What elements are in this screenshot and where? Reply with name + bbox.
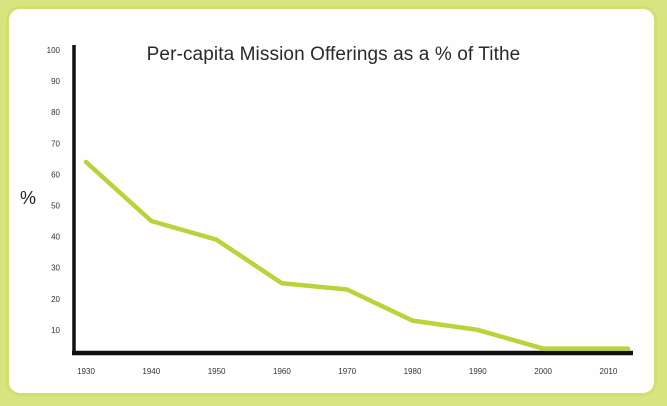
series-line [83,159,631,351]
y-tick-label: 80 [51,108,60,117]
x-tick-label: 2010 [600,367,618,376]
x-tick-label: 1990 [469,367,487,376]
x-tick-label: 1950 [208,367,226,376]
x-tick-label: 1940 [142,367,160,376]
y-tick-label: 50 [51,202,60,211]
x-tick-labels: 1930 1940 1950 1960 1970 1980 1990 2000 2010 [77,367,618,376]
series-group [83,159,631,351]
y-tick-label: 40 [51,233,60,242]
y-tick-label: 20 [51,295,60,304]
y-tick-label: 10 [51,326,60,335]
chart-title: Per-capita Mission Offerings as a % of T… [146,44,521,65]
y-tick-label: 100 [47,46,61,55]
x-tick-label: 1960 [273,367,291,376]
y-tick-labels: 10 20 30 40 50 60 70 80 90 100 [47,46,61,335]
y-axis-label: % [20,188,37,208]
y-tick-label: 90 [51,77,60,86]
y-tick-label: 30 [51,264,60,273]
x-tick-label: 1930 [77,367,95,376]
chart-frame [6,6,657,396]
x-tick-label: 1980 [404,367,422,376]
x-tick-label: 1970 [338,367,356,376]
x-tick-label: 2000 [534,367,552,376]
y-tick-label: 60 [51,170,60,179]
y-tick-label: 70 [51,139,60,148]
